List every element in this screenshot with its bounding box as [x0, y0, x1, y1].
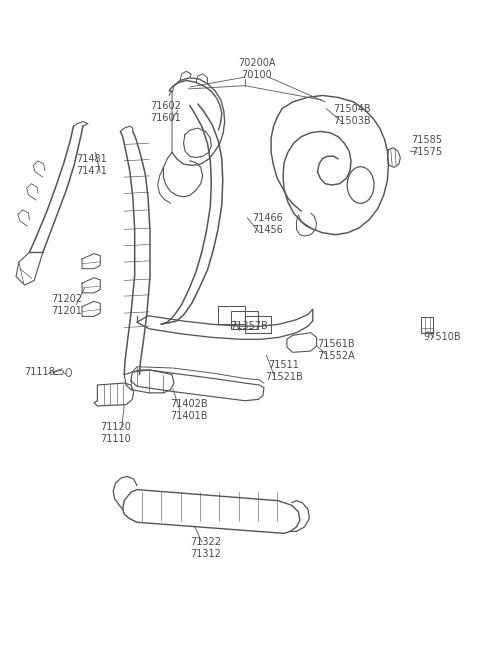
- Text: 71511
71521B: 71511 71521B: [265, 360, 303, 382]
- Text: 71481
71471: 71481 71471: [76, 155, 107, 176]
- Text: 71202
71201: 71202 71201: [51, 293, 82, 316]
- Text: 71120
71110: 71120 71110: [100, 422, 131, 444]
- Text: 70200A
70100: 70200A 70100: [238, 58, 276, 81]
- Text: 71402B
71401B: 71402B 71401B: [170, 399, 208, 421]
- Text: 71322
71312: 71322 71312: [190, 537, 221, 559]
- Text: 97510B: 97510B: [423, 332, 461, 343]
- Text: 71504B
71503B: 71504B 71503B: [334, 104, 372, 126]
- Text: 71602
71601: 71602 71601: [150, 101, 181, 122]
- Text: 71561B
71552A: 71561B 71552A: [317, 339, 355, 361]
- Text: 71466
71456: 71466 71456: [252, 214, 283, 235]
- Text: 71585
71575: 71585 71575: [411, 135, 442, 157]
- Text: 71118: 71118: [24, 367, 55, 377]
- Text: 71357B: 71357B: [230, 321, 267, 331]
